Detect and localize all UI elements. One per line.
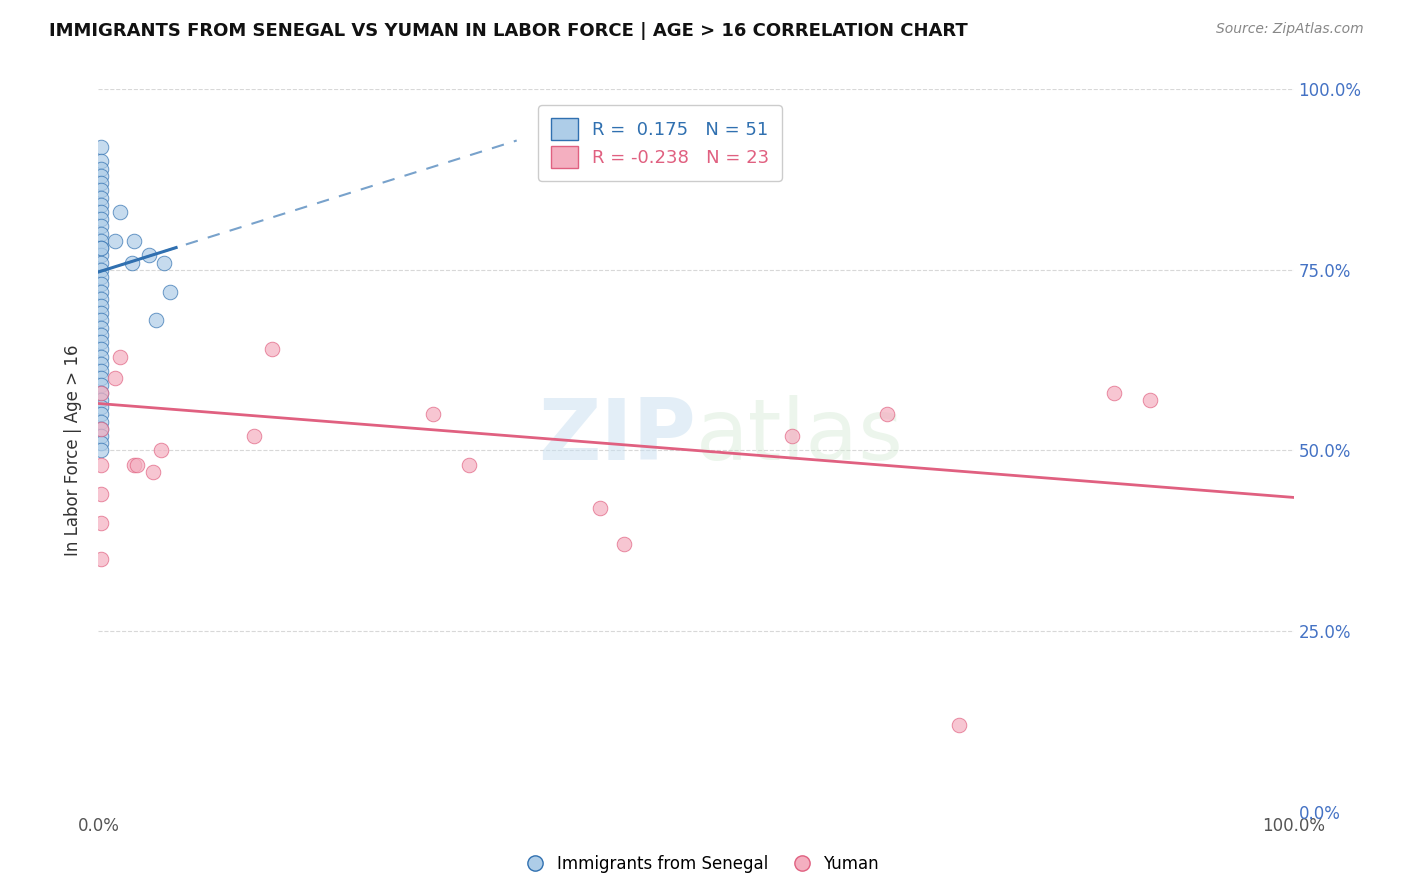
Point	[159, 285, 181, 299]
Point	[90, 378, 112, 392]
Text: IMMIGRANTS FROM SENEGAL VS YUMAN IN LABOR FORCE | AGE > 16 CORRELATION CHART: IMMIGRANTS FROM SENEGAL VS YUMAN IN LABO…	[49, 22, 967, 40]
Point	[90, 422, 112, 436]
Point	[458, 458, 481, 472]
Point	[90, 241, 112, 255]
Text: ZIP: ZIP	[538, 394, 696, 477]
Point	[142, 465, 165, 479]
Point	[90, 422, 112, 436]
Point	[876, 407, 898, 421]
Point	[90, 407, 112, 421]
Point	[153, 255, 176, 269]
Y-axis label: In Labor Force | Age > 16: In Labor Force | Age > 16	[65, 344, 83, 557]
Point	[104, 371, 127, 385]
Point	[124, 234, 146, 248]
Point	[90, 277, 112, 292]
Point	[90, 313, 112, 327]
Point	[90, 458, 112, 472]
Point	[90, 392, 112, 407]
Point	[90, 350, 112, 364]
Point	[90, 140, 112, 154]
Point	[104, 234, 127, 248]
Point	[90, 285, 112, 299]
Point	[145, 313, 167, 327]
Point	[90, 320, 112, 334]
Point	[90, 364, 112, 378]
Point	[90, 198, 112, 212]
Point	[422, 407, 444, 421]
Legend: Immigrants from Senegal, Yuman: Immigrants from Senegal, Yuman	[520, 848, 886, 880]
Point	[90, 415, 112, 429]
Point	[90, 436, 112, 450]
Point	[90, 176, 112, 190]
Point	[90, 343, 112, 357]
Point	[90, 443, 112, 458]
Point	[90, 299, 112, 313]
Point	[138, 248, 160, 262]
Point	[90, 516, 112, 530]
Point	[90, 334, 112, 349]
Point	[90, 255, 112, 269]
Point	[90, 371, 112, 385]
Point	[90, 400, 112, 414]
Point	[90, 212, 112, 227]
Point	[90, 270, 112, 285]
Point	[613, 537, 636, 551]
Point	[90, 154, 112, 169]
Text: atlas: atlas	[696, 394, 904, 477]
Point	[108, 350, 131, 364]
Legend: R =  0.175   N = 51, R = -0.238   N = 23: R = 0.175 N = 51, R = -0.238 N = 23	[538, 105, 782, 181]
Point	[108, 205, 131, 219]
Point	[90, 551, 112, 566]
Point	[90, 327, 112, 342]
Point	[1104, 385, 1126, 400]
Point	[90, 357, 112, 371]
Point	[780, 429, 803, 443]
Point	[125, 458, 148, 472]
Point	[90, 385, 112, 400]
Point	[90, 161, 112, 176]
Point	[589, 501, 612, 516]
Point	[90, 183, 112, 197]
Point	[90, 262, 112, 277]
Point	[1139, 392, 1161, 407]
Point	[243, 429, 266, 443]
Point	[90, 191, 112, 205]
Point	[121, 255, 143, 269]
Point	[90, 306, 112, 320]
Point	[260, 343, 283, 357]
Point	[149, 443, 172, 458]
Point	[90, 429, 112, 443]
Point	[90, 487, 112, 501]
Point	[90, 241, 112, 255]
Point	[90, 248, 112, 262]
Point	[90, 219, 112, 234]
Point	[90, 385, 112, 400]
Text: Source: ZipAtlas.com: Source: ZipAtlas.com	[1216, 22, 1364, 37]
Point	[90, 234, 112, 248]
Point	[90, 227, 112, 241]
Point	[948, 718, 970, 732]
Point	[90, 292, 112, 306]
Point	[90, 169, 112, 183]
Point	[90, 205, 112, 219]
Point	[124, 458, 146, 472]
